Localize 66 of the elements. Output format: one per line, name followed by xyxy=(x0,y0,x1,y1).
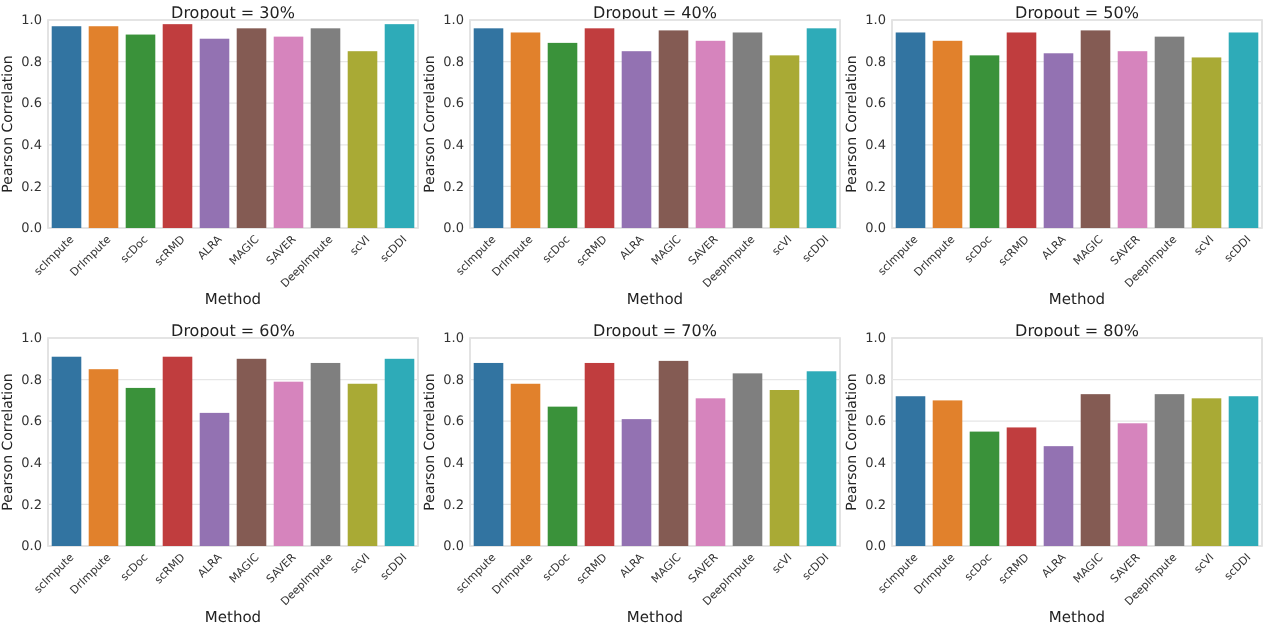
bar xyxy=(1043,446,1074,546)
bar xyxy=(1117,51,1148,228)
bar xyxy=(969,55,1000,228)
bar xyxy=(621,419,652,546)
bar xyxy=(547,42,578,228)
bar xyxy=(273,381,304,546)
chart-title: Dropout = 40% xyxy=(593,4,718,22)
bar xyxy=(88,369,119,546)
bar xyxy=(932,40,963,228)
bar xyxy=(125,34,156,228)
bar xyxy=(1228,396,1259,546)
bar xyxy=(199,412,230,546)
bar xyxy=(125,387,156,546)
bar xyxy=(510,383,541,546)
bar xyxy=(88,26,119,228)
bar xyxy=(1154,36,1185,228)
bar xyxy=(384,24,415,228)
bar xyxy=(732,32,763,228)
bar xyxy=(621,51,652,228)
chart-title: Dropout = 70% xyxy=(593,322,718,340)
bar xyxy=(310,362,341,546)
bar xyxy=(769,390,800,546)
bar xyxy=(473,28,504,228)
bar xyxy=(895,396,926,546)
bar xyxy=(1191,57,1222,228)
bar xyxy=(806,28,837,228)
bar xyxy=(51,356,82,546)
bar xyxy=(695,40,726,228)
bar xyxy=(236,28,267,228)
bar xyxy=(732,373,763,546)
bar xyxy=(1154,394,1185,546)
bar xyxy=(347,383,378,546)
bar xyxy=(658,30,689,228)
chart-title: Dropout = 80% xyxy=(1015,322,1140,340)
bar xyxy=(932,400,963,546)
bar xyxy=(51,26,82,228)
bar xyxy=(162,356,193,546)
bar xyxy=(658,360,689,546)
chart-title: Dropout = 50% xyxy=(1015,4,1140,22)
bar xyxy=(473,362,504,546)
bar xyxy=(510,32,541,228)
bar xyxy=(584,362,615,546)
bar xyxy=(1080,30,1111,228)
bar xyxy=(584,28,615,228)
bar xyxy=(347,51,378,228)
bar xyxy=(806,371,837,546)
bar xyxy=(236,358,267,546)
bar xyxy=(199,38,230,228)
bar xyxy=(273,36,304,228)
bar xyxy=(969,431,1000,546)
bar xyxy=(1228,32,1259,228)
bar xyxy=(1043,53,1074,228)
chart-title: Dropout = 60% xyxy=(171,322,296,340)
bar xyxy=(310,28,341,228)
bar xyxy=(1006,32,1037,228)
bar xyxy=(1191,398,1222,546)
bar xyxy=(895,32,926,228)
bar xyxy=(1080,394,1111,546)
bar xyxy=(1006,427,1037,546)
chart-title: Dropout = 30% xyxy=(171,4,296,22)
bar xyxy=(384,358,415,546)
bar xyxy=(1117,423,1148,546)
bar xyxy=(769,55,800,228)
bar xyxy=(547,406,578,546)
bar xyxy=(162,24,193,228)
bar xyxy=(695,398,726,546)
